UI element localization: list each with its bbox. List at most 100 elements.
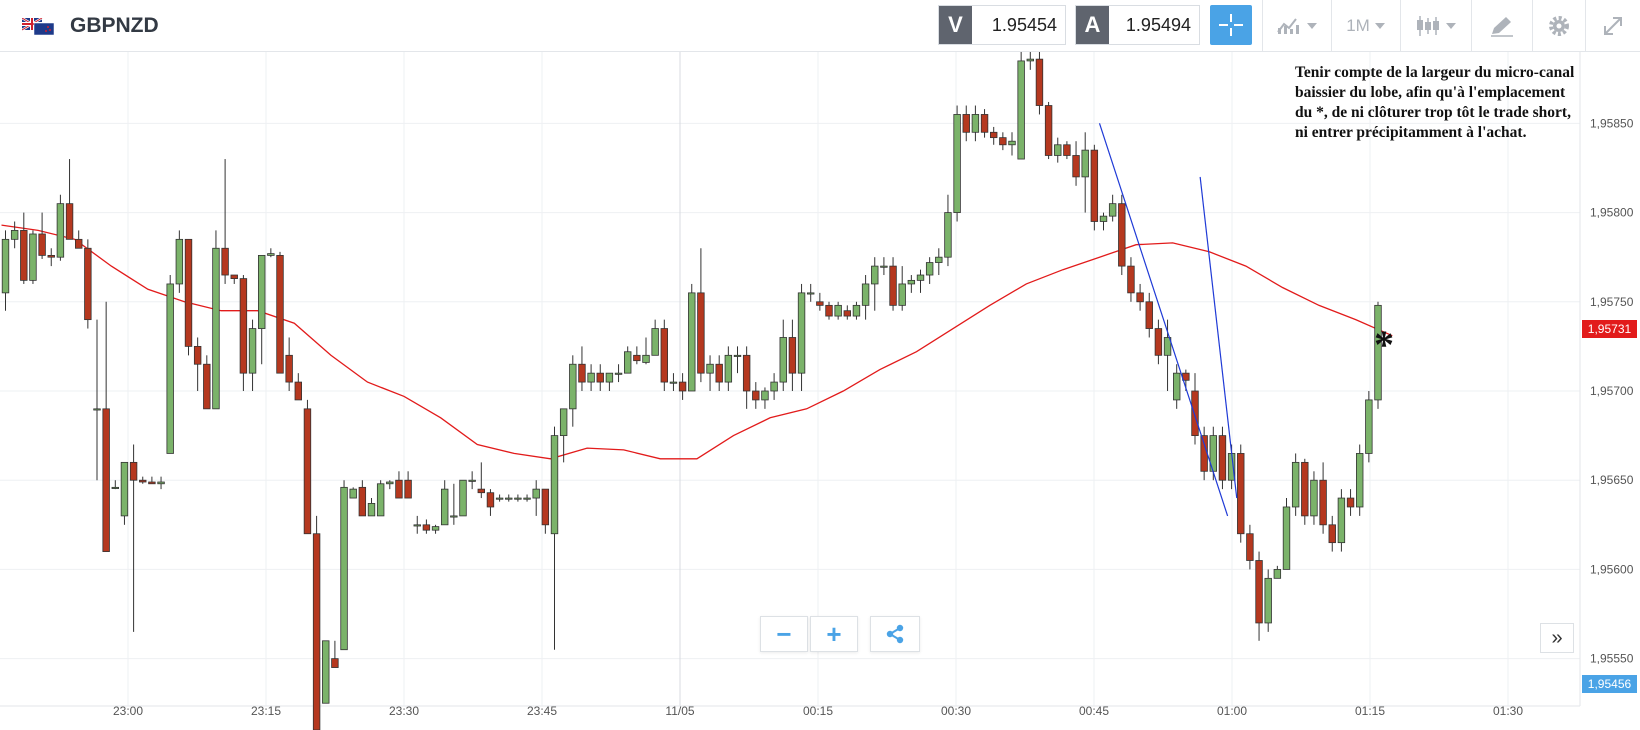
candle: [1044, 101, 1053, 160]
candle: [358, 480, 367, 517]
gbp-nzd-flag-icon: [22, 18, 54, 35]
candle: [1072, 141, 1080, 186]
y-tick-label: 1,95850: [1590, 116, 1634, 130]
price-chart[interactable]: 1,95550 1,95600 1,95650 1,95700 1,95750 1,958…: [0, 52, 1640, 730]
candle: [1026, 52, 1034, 70]
candle: [1090, 144, 1099, 231]
candle: [733, 346, 742, 374]
candle: [1246, 524, 1254, 570]
candle: [642, 337, 650, 365]
candle: [65, 159, 74, 240]
candle: [1099, 212, 1108, 231]
candle: [395, 471, 403, 499]
candle: [184, 238, 193, 356]
candle: [203, 355, 211, 410]
x-tick-label: 23:30: [389, 704, 419, 718]
candle: [1008, 132, 1016, 156]
candle: [1063, 141, 1071, 160]
expand-icon: [1604, 16, 1622, 35]
candle: [1154, 319, 1163, 365]
candle: [980, 109, 989, 138]
zoom-out-button[interactable]: −: [760, 616, 808, 652]
candle: [276, 251, 284, 374]
chart-type-menu[interactable]: [1262, 0, 1330, 51]
settings-button[interactable]: [1532, 0, 1584, 51]
candle: [1264, 569, 1272, 632]
candle: [605, 372, 614, 391]
candle: [47, 248, 55, 267]
candle: [376, 480, 385, 517]
x-tick-label: 01:15: [1355, 704, 1385, 718]
sell-price: 1.95454: [991, 14, 1057, 35]
candle: [724, 346, 733, 391]
draw-tools-button[interactable]: [1471, 0, 1531, 51]
candle: [889, 257, 897, 311]
share-icon: [886, 624, 904, 644]
candle: [1301, 458, 1309, 525]
x-tick-label: 23:00: [113, 704, 143, 718]
candle: [102, 301, 110, 552]
candle: [1237, 444, 1245, 543]
candle: [871, 257, 879, 311]
fullscreen-button[interactable]: [1585, 0, 1640, 51]
candle: [742, 346, 751, 409]
x-tick-label: 00:15: [803, 704, 833, 718]
candle: [953, 105, 961, 222]
candle: [1346, 489, 1355, 516]
candle: [230, 274, 238, 284]
candle: [29, 230, 37, 284]
candle: [477, 462, 485, 499]
candle: [541, 488, 550, 534]
candle: [1273, 565, 1282, 579]
candle: [715, 355, 723, 391]
candle: [239, 275, 248, 391]
candle: [221, 159, 229, 284]
period-menu[interactable]: 1M: [1331, 0, 1399, 51]
candle: [212, 230, 220, 410]
y-tick-label: 1,95700: [1590, 384, 1634, 398]
annotation-text: Tenir compte de la largeur du micro-cana…: [1295, 64, 1575, 141]
crosshair-button[interactable]: [1210, 5, 1252, 45]
candle: [166, 275, 174, 454]
candle: [797, 283, 806, 391]
buy-price-button[interactable]: A 1.95494: [1075, 5, 1200, 45]
x-tick-label: 01:00: [1217, 704, 1247, 718]
scroll-to-end-button[interactable]: »: [1540, 623, 1574, 653]
current-price-tag: 1,95456: [1582, 675, 1637, 693]
candle: [916, 269, 925, 293]
candle: [1200, 426, 1208, 481]
candle: [660, 319, 668, 391]
candles-layer: [1, 52, 1382, 730]
y-tick-label: 1,95800: [1590, 206, 1634, 220]
x-tick-label: 00:30: [941, 704, 971, 718]
candle: [1328, 515, 1336, 552]
buy-price: 1.95494: [1125, 14, 1191, 35]
candle: [322, 640, 330, 704]
candle: [770, 373, 778, 400]
y-axis: 1,95550 1,95600 1,95650 1,95700 1,95750 1,958…: [1590, 116, 1634, 665]
candle: [486, 489, 495, 516]
candle: [294, 373, 302, 401]
candle: [706, 355, 714, 391]
moving-average-line: [1, 224, 1393, 460]
candle: [505, 494, 513, 502]
pencil-icon: [1490, 16, 1513, 37]
moving-average-layer: [1, 224, 1393, 460]
share-button[interactable]: [870, 616, 920, 652]
sell-price-button[interactable]: V 1.95454: [938, 5, 1066, 45]
candle: [257, 254, 266, 365]
candle: [999, 132, 1007, 151]
sell-tag: V: [939, 6, 972, 44]
candle: [1310, 471, 1318, 525]
y-tick-label: 1,95750: [1590, 295, 1634, 309]
candle: [431, 524, 440, 534]
candle: [468, 471, 476, 490]
channel-line: [1199, 176, 1238, 499]
candle-style-menu[interactable]: [1400, 0, 1470, 51]
channel-layer: [1098, 123, 1238, 517]
x-tick-label: 00:45: [1079, 704, 1109, 718]
zoom-in-button[interactable]: +: [810, 616, 858, 652]
candle: [935, 248, 943, 276]
candle: [532, 480, 540, 516]
chevron-down-icon: [1307, 22, 1317, 29]
